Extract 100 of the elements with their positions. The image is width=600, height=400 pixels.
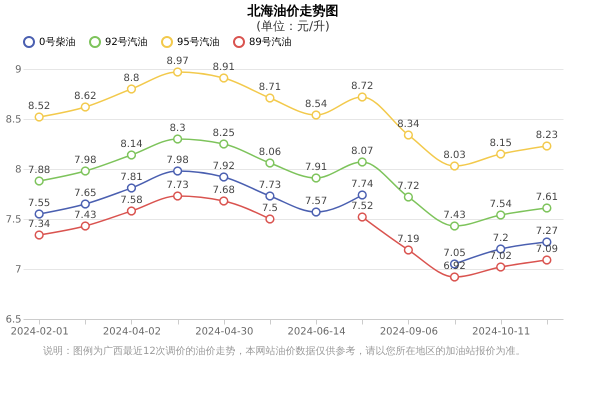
data-label: 7.72 <box>397 181 420 192</box>
data-label: 8.91 <box>212 62 235 73</box>
data-label: 7.91 <box>304 162 328 173</box>
data-label: 8.07 <box>351 146 374 157</box>
point <box>265 93 275 103</box>
point <box>34 209 44 219</box>
data-label: 7.5 <box>262 203 278 214</box>
point <box>219 196 228 206</box>
data-label: 7.19 <box>397 234 420 245</box>
point <box>172 67 182 77</box>
data-label: 7.27 <box>536 226 558 237</box>
data-label: 8.25 <box>212 128 235 139</box>
point <box>126 150 136 160</box>
point <box>450 272 460 282</box>
point <box>172 166 182 176</box>
data-label: 8.72 <box>351 81 374 92</box>
data-label: 8.52 <box>28 101 50 112</box>
data-label: 7.65 <box>74 188 96 199</box>
data-label: 7.57 <box>304 196 328 207</box>
x-tick-label: 2024-04-30 <box>195 326 254 338</box>
y-tick-label: 7.5 <box>6 214 22 226</box>
point <box>450 221 460 231</box>
y-tick-label: 6.5 <box>6 314 22 326</box>
point <box>219 172 228 182</box>
data-label: 7.61 <box>536 192 558 203</box>
y-tick-label: 9 <box>15 64 22 76</box>
point <box>404 192 414 202</box>
point <box>496 210 506 220</box>
legend-label: 95号汽油 <box>177 36 220 48</box>
data-label: 7.43 <box>74 210 96 221</box>
x-tick-label: 2024-04-02 <box>102 326 162 338</box>
data-label: 8.54 <box>304 99 328 110</box>
data-label: 7.88 <box>28 165 50 176</box>
point <box>311 110 321 120</box>
point <box>542 203 552 213</box>
data-label: 7.73 <box>258 180 282 191</box>
data-label: 7.54 <box>490 199 512 210</box>
chart-subtitle: (单位：元/升) <box>256 19 330 33</box>
point <box>358 157 367 167</box>
data-label: 7.58 <box>120 195 143 206</box>
point <box>496 262 506 272</box>
point <box>358 212 367 222</box>
data-label: 8.62 <box>74 91 96 102</box>
point <box>126 84 136 94</box>
data-label: 7.74 <box>351 179 374 190</box>
point <box>80 166 90 176</box>
data-label: 7.05 <box>443 248 466 259</box>
point <box>311 207 321 217</box>
point <box>219 73 228 83</box>
point <box>358 190 367 200</box>
point <box>126 183 136 193</box>
point <box>265 214 275 224</box>
point <box>496 149 506 159</box>
point <box>311 173 321 183</box>
point <box>404 245 414 255</box>
text: 说明：图例为广西最近12次调价的油价走势，本网站油价数据仅供参考，请以您所在地区的加油站报价为准。 <box>43 345 526 357</box>
point <box>542 255 552 265</box>
point <box>219 139 228 149</box>
data-label: 7.55 <box>28 198 50 209</box>
y-tick-label: 8 <box>15 164 22 176</box>
point <box>172 134 182 144</box>
x-tick-label: 2024-02-01 <box>10 326 69 338</box>
point <box>542 141 552 151</box>
data-label: 7.34 <box>28 219 50 230</box>
data-label: 8.8 <box>124 73 140 84</box>
legend-label: 89号汽油 <box>249 36 292 48</box>
data-label: 8.3 <box>170 123 186 134</box>
data-label: 7.68 <box>212 185 235 196</box>
data-label: 8.14 <box>120 139 143 150</box>
legend-label: 92号汽油 <box>105 36 148 48</box>
point <box>265 191 275 201</box>
data-label: 7.43 <box>443 210 466 221</box>
data-label: 7.98 <box>166 155 189 166</box>
data-label: 8.71 <box>258 82 282 93</box>
data-label: 7.52 <box>351 201 374 212</box>
data-label: 8.23 <box>536 130 558 141</box>
x-tick-label: 2024-10-11 <box>472 326 530 338</box>
point <box>34 112 44 122</box>
y-tick-label: 7 <box>15 264 22 276</box>
data-label: 8.34 <box>397 119 420 130</box>
point <box>358 92 367 102</box>
legend-label: 0号柴油 <box>39 36 76 48</box>
data-label: 7.98 <box>74 155 96 166</box>
point <box>126 206 136 216</box>
y-tick-label: 8.5 <box>6 114 22 126</box>
data-label: 7.92 <box>212 161 235 172</box>
data-label: 8.97 <box>166 56 189 67</box>
data-label: 7.02 <box>490 251 512 262</box>
point <box>34 230 44 240</box>
data-label: 8.06 <box>258 147 282 158</box>
data-label: 7.09 <box>536 244 558 255</box>
point <box>172 191 182 201</box>
point <box>80 102 90 112</box>
point <box>80 221 90 231</box>
x-tick-label: 2024-06-14 <box>288 326 346 338</box>
point <box>404 130 414 140</box>
data-label: 8.03 <box>443 150 466 161</box>
point <box>265 158 275 168</box>
chart-title: 北海油价走势图 <box>246 3 338 19</box>
point <box>80 199 90 209</box>
